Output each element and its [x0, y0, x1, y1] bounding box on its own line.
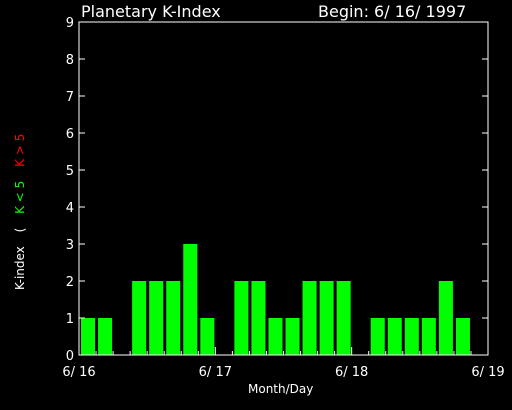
- bar: [370, 318, 385, 355]
- bar: [98, 318, 113, 355]
- x-tick-label: 6/ 19: [471, 365, 504, 380]
- bar: [387, 318, 402, 355]
- begin-date-label: Begin: 6/ 16/ 1997: [318, 2, 467, 21]
- bar: [149, 281, 164, 355]
- bar: [285, 318, 300, 355]
- y-tick-label: 4: [66, 201, 74, 216]
- y-axis-label-prefix: K-index: [13, 246, 27, 290]
- y-tick-label: 0: [66, 349, 74, 364]
- bar: [251, 281, 266, 355]
- bar: [336, 281, 351, 355]
- bar: [200, 318, 215, 355]
- bar: [404, 318, 419, 355]
- y-axis-label-k-above-5: K > 5: [13, 133, 27, 167]
- bar: [319, 281, 334, 355]
- y-tick-label: 8: [66, 53, 74, 68]
- chart-title: Planetary K-Index: [81, 2, 221, 21]
- bar: [302, 281, 317, 355]
- bar: [234, 281, 249, 355]
- y-axis-label-paren: (: [13, 227, 27, 233]
- x-tick-label: 6/ 16: [62, 365, 95, 380]
- y-tick-label: 6: [66, 127, 74, 142]
- x-tick-label: 6/ 18: [335, 365, 368, 380]
- y-tick-label: 9: [66, 16, 74, 31]
- bar: [132, 281, 147, 355]
- y-tick-label: 5: [66, 164, 74, 179]
- bar: [81, 318, 96, 355]
- bar: [438, 281, 453, 355]
- bar: [421, 318, 436, 355]
- y-tick-label: 3: [66, 238, 74, 253]
- y-tick-label: 1: [66, 312, 74, 327]
- bar: [455, 318, 470, 355]
- bar: [268, 318, 283, 355]
- y-tick-label: 7: [66, 90, 74, 105]
- x-axis-label: Month/Day: [248, 382, 314, 396]
- y-axis-label: K-index ( K < 5 K > 5: [13, 90, 33, 290]
- bar: [183, 244, 198, 355]
- y-axis-label-k-below-5: K < 5: [13, 180, 27, 214]
- x-tick-label: 6/ 17: [199, 365, 232, 380]
- bar: [166, 281, 181, 355]
- y-tick-label: 2: [66, 275, 74, 290]
